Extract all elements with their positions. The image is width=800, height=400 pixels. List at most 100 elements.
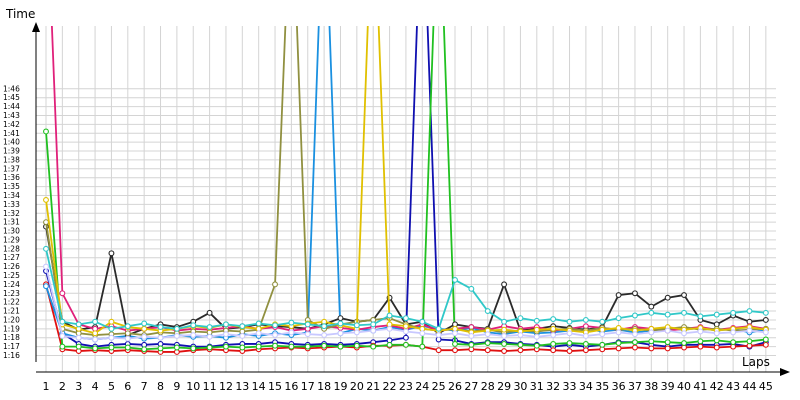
y-tick-label: 1:45 xyxy=(3,93,20,102)
data-point xyxy=(632,344,638,351)
data-point xyxy=(730,339,737,346)
x-tick-label: 43 xyxy=(726,380,740,393)
data-point xyxy=(713,337,720,344)
data-point xyxy=(353,342,360,349)
data-point xyxy=(190,332,197,339)
data-point xyxy=(582,332,589,339)
data-point xyxy=(59,318,66,325)
data-point xyxy=(452,276,458,283)
data-point xyxy=(697,338,704,345)
data-point xyxy=(713,344,720,351)
data-point xyxy=(632,290,638,297)
x-tick-label: 45 xyxy=(759,380,773,393)
data-point xyxy=(206,333,213,340)
data-point xyxy=(468,341,475,348)
data-point xyxy=(615,329,622,336)
data-point xyxy=(223,331,229,338)
x-tick-label: 24 xyxy=(415,380,429,393)
series-layer xyxy=(43,26,769,355)
data-point xyxy=(304,343,311,350)
data-point xyxy=(582,347,589,354)
y-tick-label: 1:32 xyxy=(3,209,20,218)
x-tick-label: 30 xyxy=(513,380,527,393)
data-point xyxy=(239,344,246,351)
data-point xyxy=(206,324,213,331)
x-tick-label: 33 xyxy=(563,380,577,393)
data-point xyxy=(762,316,769,323)
x-tick-label: 41 xyxy=(693,380,707,393)
data-point xyxy=(468,332,475,339)
data-point xyxy=(664,311,671,318)
axes: Time Laps xyxy=(5,7,790,376)
data-point xyxy=(288,319,295,326)
data-point xyxy=(141,325,148,332)
data-point xyxy=(386,312,393,319)
data-point xyxy=(75,343,82,350)
data-point xyxy=(108,325,115,332)
data-point xyxy=(321,332,328,339)
data-point xyxy=(370,327,377,334)
data-point xyxy=(599,341,606,348)
data-point xyxy=(75,334,82,341)
y-tick-label: 1:28 xyxy=(3,244,20,253)
data-point xyxy=(353,329,360,336)
x-tick-label: 29 xyxy=(497,380,511,393)
data-point xyxy=(304,331,311,338)
x-tick-label: 28 xyxy=(481,380,495,393)
y-tick-label: 1:17 xyxy=(3,342,20,351)
x-tick-label: 11 xyxy=(203,380,217,393)
data-point xyxy=(435,347,442,354)
data-point xyxy=(615,340,622,347)
data-point xyxy=(517,341,524,348)
data-point xyxy=(272,342,278,349)
x-tick-label: 16 xyxy=(284,380,298,393)
y-axis-title: Time xyxy=(5,7,35,21)
data-point xyxy=(664,294,671,301)
data-point xyxy=(223,343,229,350)
y-tick-label: 1:41 xyxy=(3,129,20,138)
x-tick-label: 36 xyxy=(612,380,626,393)
data-point xyxy=(484,331,491,338)
data-point xyxy=(402,323,409,330)
data-point xyxy=(157,334,164,341)
data-point xyxy=(92,330,99,337)
y-tick-label: 1:36 xyxy=(3,173,20,182)
data-point xyxy=(501,318,508,325)
y-tick-label: 1:19 xyxy=(3,324,20,333)
data-point xyxy=(632,339,638,346)
data-point xyxy=(517,347,524,354)
data-point xyxy=(124,335,131,342)
y-tick-label: 1:21 xyxy=(3,307,20,316)
data-point xyxy=(582,316,589,323)
data-point xyxy=(550,340,557,347)
data-point xyxy=(239,332,246,339)
data-point xyxy=(288,343,295,350)
data-point xyxy=(173,332,180,339)
data-point xyxy=(632,312,638,319)
data-point xyxy=(599,331,606,338)
y-tick-label: 1:43 xyxy=(3,111,20,120)
x-tick-label: 2 xyxy=(59,380,66,393)
x-tick-label: 38 xyxy=(644,380,658,393)
data-point xyxy=(190,322,197,329)
data-point xyxy=(59,290,66,297)
x-tick-label: 39 xyxy=(661,380,675,393)
data-point xyxy=(370,343,377,350)
y-tick-label: 1:34 xyxy=(3,191,20,200)
data-point xyxy=(141,346,148,353)
data-point xyxy=(484,308,491,314)
data-point xyxy=(288,329,295,336)
data-point xyxy=(353,322,360,329)
data-point xyxy=(43,263,49,270)
data-point xyxy=(550,347,557,354)
y-tick-label: 1:37 xyxy=(3,164,20,173)
data-point xyxy=(141,333,148,340)
data-point xyxy=(337,330,344,337)
x-tick-label: 22 xyxy=(383,380,397,393)
x-tick-label: 21 xyxy=(366,380,380,393)
data-point xyxy=(762,309,769,316)
data-point xyxy=(664,339,671,346)
x-tick-label: 37 xyxy=(628,380,642,393)
data-point xyxy=(108,250,115,257)
x-tick-label: 9 xyxy=(173,380,180,393)
